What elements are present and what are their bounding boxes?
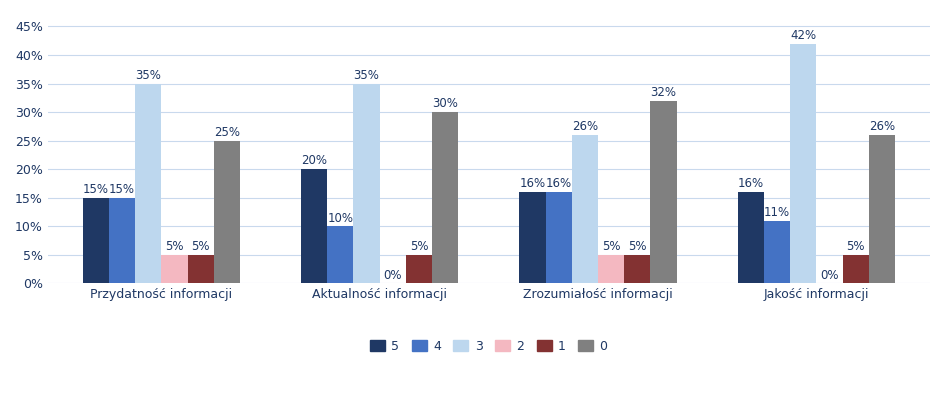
Bar (187, 255, 213, 283)
Bar (135, 84, 161, 283)
Bar (301, 169, 327, 283)
Text: 26%: 26% (571, 120, 598, 133)
Text: 16%: 16% (519, 177, 545, 190)
Bar (868, 135, 894, 283)
Text: 5%: 5% (410, 240, 428, 253)
Bar (789, 44, 816, 283)
Text: 5%: 5% (191, 240, 210, 253)
Text: 0%: 0% (819, 269, 838, 282)
Bar (598, 255, 624, 283)
Text: 0%: 0% (383, 269, 401, 282)
Text: 16%: 16% (737, 177, 763, 190)
Bar (109, 198, 135, 283)
Text: 30%: 30% (431, 97, 458, 110)
Legend: 5, 4, 3, 2, 1, 0: 5, 4, 3, 2, 1, 0 (364, 335, 612, 358)
Text: 25%: 25% (213, 126, 240, 139)
Bar (624, 255, 649, 283)
Bar (842, 255, 868, 283)
Text: 5%: 5% (601, 240, 620, 253)
Bar (545, 192, 571, 283)
Bar (763, 220, 789, 283)
Bar (82, 198, 109, 283)
Text: 42%: 42% (789, 29, 816, 42)
Text: 35%: 35% (353, 69, 379, 82)
Bar (649, 101, 676, 283)
Bar (327, 226, 353, 283)
Text: 5%: 5% (628, 240, 646, 253)
Text: 20%: 20% (301, 154, 327, 167)
Bar (213, 140, 240, 283)
Text: 10%: 10% (327, 211, 353, 225)
Bar (571, 135, 598, 283)
Bar (406, 255, 431, 283)
Bar (353, 84, 379, 283)
Bar (519, 192, 545, 283)
Text: 5%: 5% (165, 240, 183, 253)
Text: 32%: 32% (649, 86, 676, 99)
Text: 5%: 5% (846, 240, 864, 253)
Text: 35%: 35% (135, 69, 161, 82)
Bar (737, 192, 763, 283)
Bar (431, 112, 458, 283)
Text: 26%: 26% (868, 120, 894, 133)
Text: 15%: 15% (83, 183, 109, 196)
Text: 11%: 11% (764, 206, 789, 219)
Text: 16%: 16% (545, 177, 571, 190)
Text: 15%: 15% (109, 183, 135, 196)
Bar (161, 255, 187, 283)
